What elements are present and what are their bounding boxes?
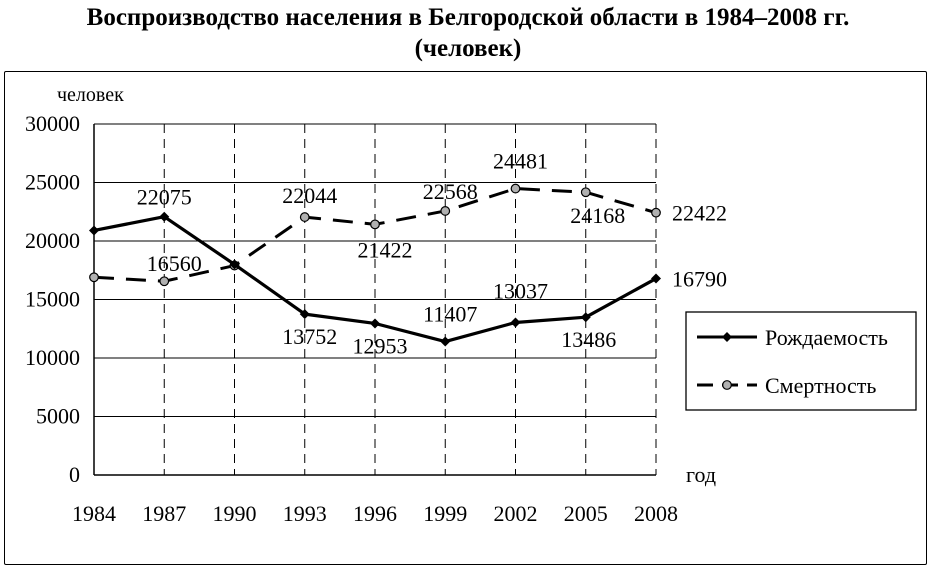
data-point: [299, 309, 310, 320]
data-point: [159, 276, 170, 287]
data-point: [299, 212, 310, 222]
x-axis-label: год: [686, 462, 716, 487]
x-tick-label: 1996: [353, 501, 397, 526]
y-tick-label: 5000: [36, 404, 80, 429]
x-tick-label: 1984: [72, 501, 116, 526]
data-label: 13486: [561, 327, 616, 352]
data-label: 22075: [137, 185, 192, 210]
legend-label: Рождаемость: [765, 325, 888, 350]
data-point: [651, 273, 661, 284]
legend-marker: [722, 380, 732, 390]
y-tick-label: 0: [69, 462, 80, 487]
data-label: 21422: [358, 237, 413, 262]
data-point: [89, 225, 99, 236]
data-point: [580, 312, 591, 323]
legend: Рождаемость Смертность: [685, 311, 917, 411]
x-tick-labels: 1984 1987 1990 1993 1996 1999 2002 2005 2008: [72, 501, 678, 526]
chart-subtitle: (человек): [414, 35, 522, 62]
data-label: 24168: [570, 203, 625, 228]
data-point: [159, 211, 170, 222]
data-label: 16790: [672, 267, 727, 292]
data-point: [370, 318, 380, 329]
y-tick-label: 15000: [25, 287, 80, 312]
data-point: [370, 219, 380, 230]
data-point: [580, 187, 591, 198]
vertical-gridlines: [163, 124, 657, 475]
series-deaths: 16560 22044 21422 22568 24481 24168 22422: [89, 149, 727, 287]
data-label: 12953: [353, 333, 408, 358]
data-point: [440, 206, 451, 216]
chart-title-block: Воспроизводство населения в Белгородской…: [0, 2, 936, 64]
data-point: [510, 317, 521, 328]
x-tick-label: 1987: [142, 501, 186, 526]
legend-box: [685, 311, 917, 411]
y-tick-labels: 0 5000 10000 15000 20000 25000 30000: [25, 111, 80, 487]
data-label: 13752: [282, 324, 337, 349]
data-label: 16560: [147, 251, 202, 276]
x-tick-label: 1990: [213, 501, 257, 526]
legend-label: Смертность: [765, 373, 876, 398]
series-births: 22075 13752 12953 11407 13037 13486 16790: [89, 185, 727, 358]
chart-frame: [4, 71, 927, 565]
y-tick-label: 10000: [25, 345, 80, 370]
legend-marker: [722, 332, 732, 342]
x-tick-label: 2008: [634, 501, 678, 526]
y-tick-label: 25000: [25, 170, 80, 195]
data-label: 22422: [672, 201, 727, 226]
y-axis-label: человек: [57, 84, 124, 106]
chart-title: Воспроизводство населения в Белгородской…: [86, 4, 850, 31]
y-tick-label: 20000: [25, 228, 80, 253]
legend-item: Рождаемость: [697, 325, 888, 350]
data-label: 22568: [423, 179, 478, 204]
data-point: [440, 336, 451, 347]
y-tick-label: 30000: [25, 111, 80, 136]
data-label: 13037: [493, 278, 548, 303]
x-tick-label: 1999: [423, 501, 467, 526]
data-point: [510, 183, 521, 194]
data-point: [229, 259, 240, 270]
x-tick-label: 2005: [564, 501, 608, 526]
data-label: 22044: [282, 183, 337, 208]
data-point: [651, 207, 661, 218]
data-label: 11407: [423, 302, 477, 327]
data-point: [89, 272, 99, 283]
x-tick-label: 2002: [494, 501, 538, 526]
legend-item: Смертность: [697, 373, 876, 398]
x-tick-label: 1993: [283, 501, 327, 526]
data-label: 24481: [493, 149, 548, 174]
